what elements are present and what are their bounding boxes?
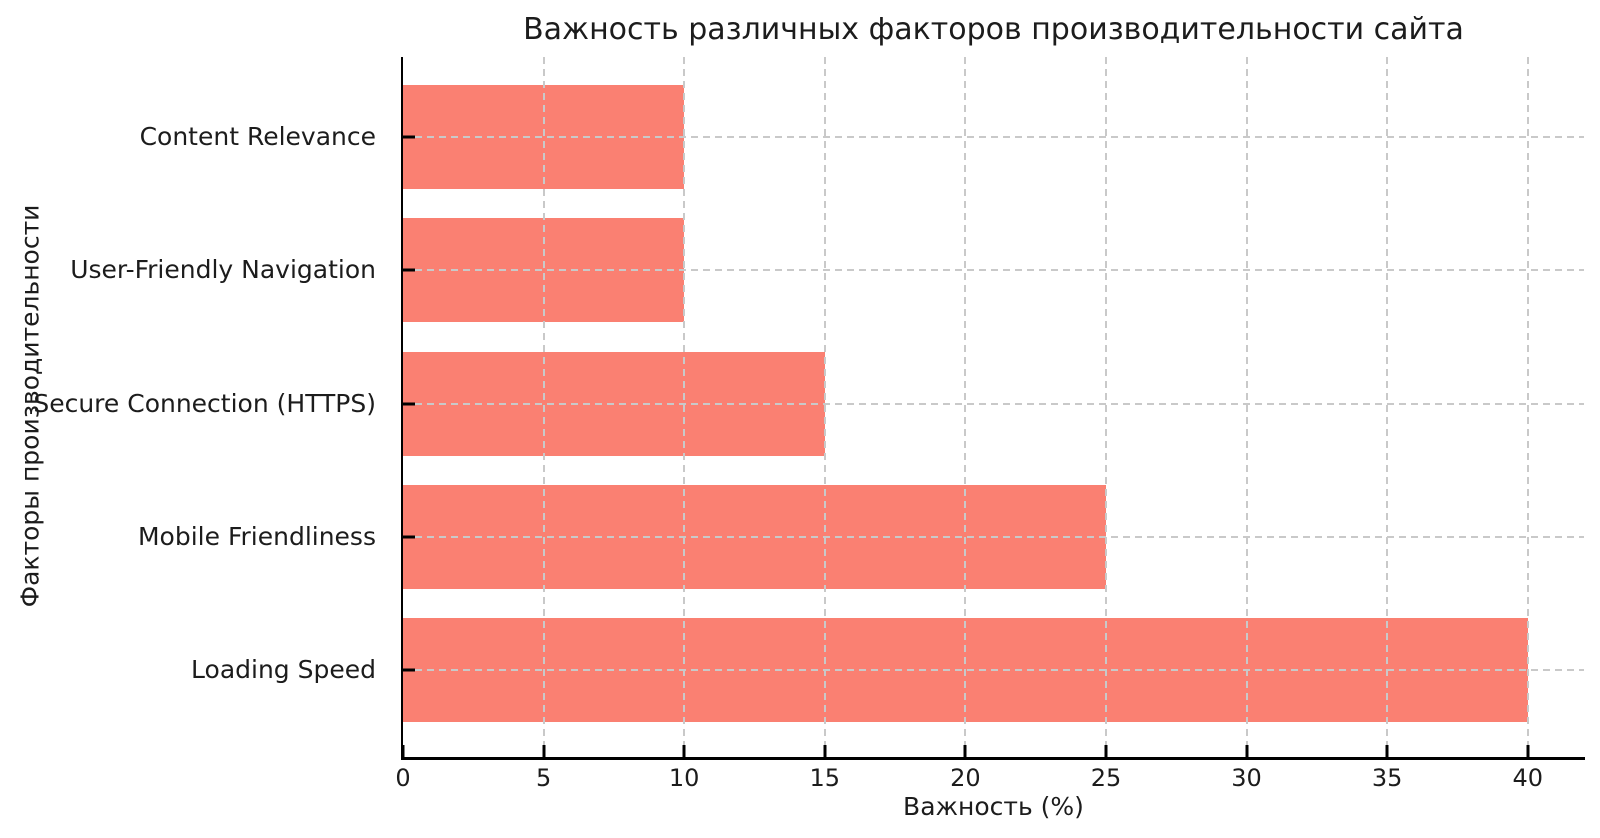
y-axis-spine (401, 57, 403, 760)
gridline-x (823, 57, 826, 757)
x-tick-mark (682, 745, 686, 757)
gridline-y (403, 136, 1584, 138)
x-tick-label: 5 (535, 764, 552, 792)
x-tick-mark (1526, 745, 1530, 757)
x-tick-label: 40 (1512, 764, 1544, 792)
x-tick-mark (1104, 745, 1108, 757)
y-tick-mark (403, 135, 415, 139)
gridline-x (1386, 57, 1389, 757)
x-tick-label: 15 (809, 764, 841, 792)
y-tick-mark (403, 402, 415, 406)
y-tick-mark (403, 668, 415, 672)
gridline-x (542, 57, 545, 757)
x-axis-tick-labels: 0 5 10 15 20 25 30 35 40 (395, 764, 1584, 796)
x-tick-mark (542, 745, 546, 757)
gridline-y (403, 535, 1584, 538)
x-tick-mark (401, 745, 405, 757)
x-tick-label: 10 (668, 764, 700, 792)
y-tick-label: User-Friendly Navigation (70, 255, 376, 285)
gridline-x (1104, 57, 1107, 757)
gridline-x (683, 57, 686, 757)
gridline-y (403, 402, 1584, 405)
gridline-x (1526, 57, 1529, 757)
x-tick-mark (1245, 745, 1249, 757)
x-tick-label: 35 (1371, 764, 1403, 792)
y-tick-mark (403, 535, 415, 539)
chart-title: Важность различных факторов производител… (523, 12, 1464, 47)
gridline-x (964, 57, 967, 757)
y-tick-label: Loading Speed (191, 655, 376, 685)
y-tick-mark (403, 268, 415, 272)
y-tick-label: Mobile Friendliness (137, 521, 376, 551)
x-tick-label: 30 (1231, 764, 1262, 792)
x-tick-label: 25 (1090, 764, 1122, 792)
y-tick-label: Secure Connection (HTTPS) (33, 388, 376, 418)
y-tick-label: Content Relevance (139, 122, 376, 151)
x-tick-label: 20 (950, 764, 981, 792)
x-tick-mark (963, 745, 967, 757)
gridline-y (403, 669, 1584, 672)
gridline-x (1245, 57, 1248, 757)
x-axis-label: Важность (%) (903, 792, 1084, 821)
gridline-y (403, 269, 1584, 272)
plot-area (401, 57, 1584, 757)
x-tick-mark (1385, 745, 1389, 757)
y-axis-tick-labels: Content Relevance User-Friendly Navigatio… (0, 57, 389, 757)
x-axis-spine (401, 757, 1585, 760)
x-tick-mark (823, 745, 827, 757)
x-tick-label: 0 (395, 764, 411, 792)
